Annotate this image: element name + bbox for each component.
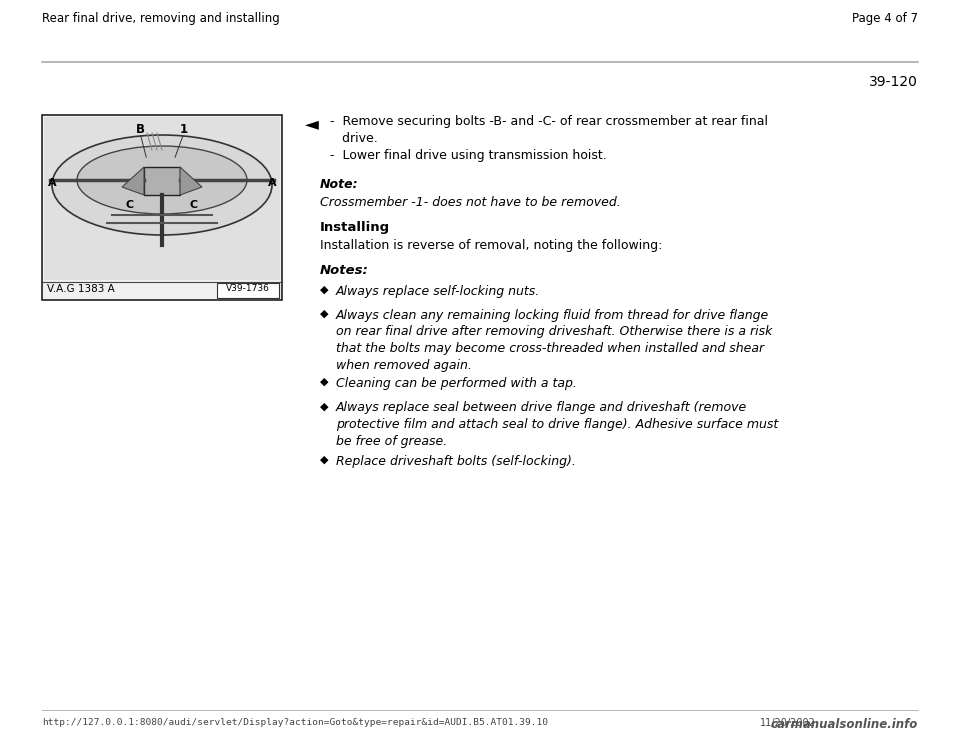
Text: Always clean any remaining locking fluid from thread for drive flange
on rear fi: Always clean any remaining locking fluid… [336, 309, 773, 372]
Bar [217, 283, 279, 298]
Text: Crossmember -1- does not have to be removed.: Crossmember -1- does not have to be remo… [320, 197, 621, 209]
Text: Installation is reverse of removal, noting the following:: Installation is reverse of removal, noti… [320, 238, 662, 252]
Text: Rear final drive, removing and installing: Rear final drive, removing and installin… [42, 12, 279, 25]
Text: V.A.G 1383 A: V.A.G 1383 A [47, 284, 115, 294]
Polygon shape [180, 167, 202, 195]
Ellipse shape [77, 146, 247, 214]
Text: V39-1736: V39-1736 [226, 284, 270, 293]
Ellipse shape [52, 135, 272, 235]
Text: http://127.0.0.1:8080/audi/servlet/Display?action=Goto&type=repair&id=AUDI.B5.AT: http://127.0.0.1:8080/audi/servlet/Displ… [42, 718, 548, 727]
Text: Note:: Note: [320, 179, 359, 191]
Text: Always replace self-locking nuts.: Always replace self-locking nuts. [336, 284, 540, 298]
Text: Always replace seal between drive flange and driveshaft (remove
protective film : Always replace seal between drive flange… [336, 401, 779, 447]
Text: 1: 1 [180, 123, 188, 136]
Text: Page 4 of 7: Page 4 of 7 [852, 12, 918, 25]
Text: Installing: Installing [320, 220, 390, 234]
Text: B: B [135, 123, 145, 136]
Bar [44, 117, 280, 280]
Text: A: A [268, 178, 276, 188]
Text: 39-120: 39-120 [869, 75, 918, 89]
Text: Cleaning can be performed with a tap.: Cleaning can be performed with a tap. [336, 377, 577, 390]
Text: C: C [126, 200, 134, 210]
Text: -  Lower final drive using transmission hoist.: - Lower final drive using transmission h… [330, 149, 607, 162]
Text: ◆: ◆ [320, 309, 328, 319]
Text: 11/20/2002: 11/20/2002 [760, 718, 816, 728]
Text: -  Remove securing bolts -B- and -C- of rear crossmember at rear final
   drive.: - Remove securing bolts -B- and -C- of r… [330, 115, 768, 145]
Text: ◆: ◆ [320, 377, 328, 387]
Text: carmanualsonline.info: carmanualsonline.info [771, 718, 918, 731]
Text: ◆: ◆ [320, 401, 328, 412]
Polygon shape [122, 167, 144, 195]
Bar [42, 115, 282, 300]
Text: C: C [190, 200, 198, 210]
Text: ◆: ◆ [320, 284, 328, 295]
Text: ◄: ◄ [305, 115, 319, 133]
Text: Replace driveshaft bolts (self-locking).: Replace driveshaft bolts (self-locking). [336, 455, 576, 468]
Text: A: A [48, 178, 57, 188]
Bar [144, 167, 180, 195]
Text: ◆: ◆ [320, 455, 328, 465]
Text: Notes:: Notes: [320, 264, 369, 278]
